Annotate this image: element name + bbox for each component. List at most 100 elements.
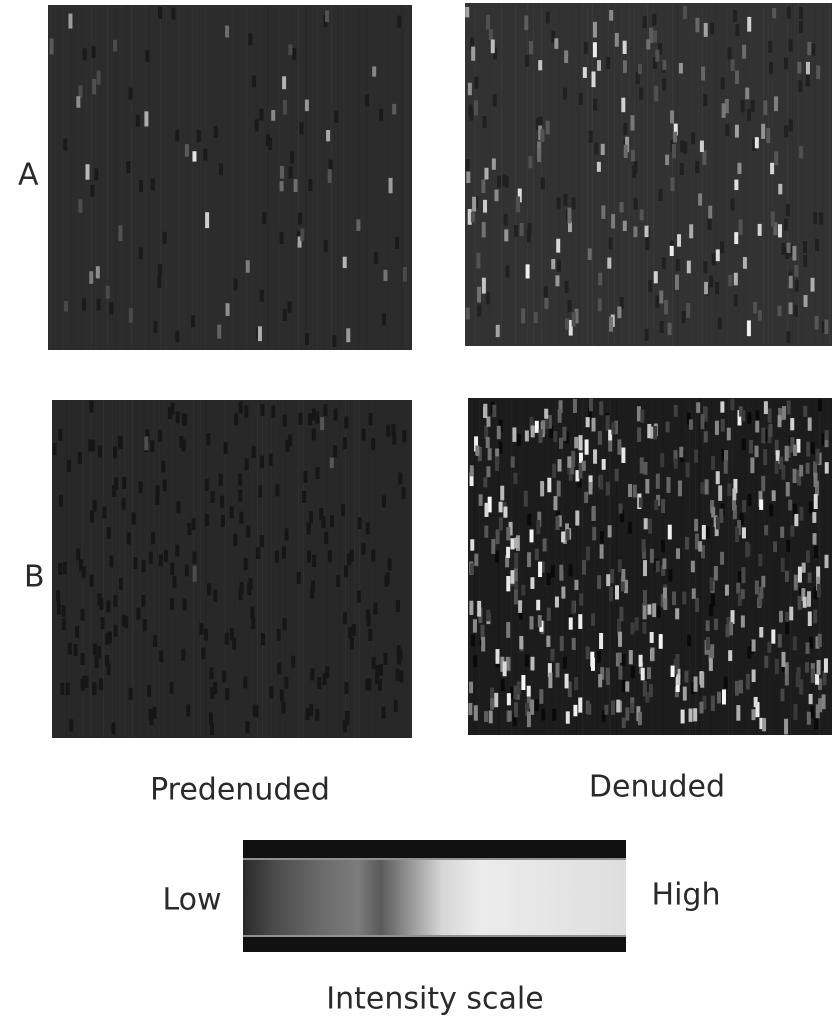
bright-spot [667, 524, 672, 540]
stripe [147, 400, 149, 738]
dark-spot [89, 510, 94, 523]
dark-spot [687, 634, 692, 647]
dark-spot [733, 294, 738, 307]
dark-spot [323, 240, 328, 253]
stripe [764, 398, 766, 735]
dark-spot [251, 446, 256, 459]
dark-spot [302, 491, 307, 504]
bright-spot [816, 566, 821, 582]
dark-spot [334, 110, 339, 123]
dark-spot [238, 473, 243, 486]
dark-spot [157, 276, 162, 289]
stripe [772, 3, 774, 346]
dark-spot [588, 407, 593, 420]
stripe [71, 400, 73, 738]
dark-spot [642, 16, 647, 29]
dark-spot [138, 247, 143, 260]
stripe [50, 5, 52, 350]
dark-spot [61, 605, 66, 618]
dark-spot [703, 94, 708, 107]
dark-spot [56, 590, 61, 603]
dark-spot [497, 175, 502, 188]
dark-spot [238, 401, 243, 414]
bright-spot [716, 691, 721, 704]
bright-spot [619, 202, 624, 213]
stripe [576, 398, 578, 735]
bright-spot [300, 228, 305, 241]
dark-spot [810, 705, 815, 718]
bright-spot [726, 616, 731, 628]
stripe [260, 5, 262, 350]
dark-spot [135, 114, 140, 127]
bright-spot [732, 488, 737, 501]
dark-spot [94, 656, 99, 669]
stripe [743, 3, 745, 346]
bright-spot [578, 452, 583, 467]
bright-spot [567, 681, 572, 698]
dark-spot [184, 564, 189, 577]
dark-spot [81, 566, 86, 579]
stripe [131, 5, 133, 350]
dark-spot [785, 204, 790, 217]
stripe [371, 5, 373, 350]
dark-spot [147, 684, 152, 697]
stripe [515, 3, 517, 346]
dark-spot [175, 411, 180, 424]
bright-spot [705, 637, 710, 651]
bright-spot [702, 695, 707, 710]
dark-spot [495, 550, 500, 563]
bright-spot [761, 575, 766, 588]
bright-spot [481, 222, 486, 238]
bright-spot [803, 295, 808, 307]
dark-spot [474, 196, 479, 209]
dark-spot [172, 575, 177, 588]
stripe [689, 398, 691, 735]
stripe [366, 5, 368, 350]
bright-spot [606, 574, 611, 587]
bright-spot [587, 703, 592, 715]
bright-spot [735, 527, 740, 541]
dark-spot [251, 75, 256, 88]
stripe [616, 398, 618, 735]
bright-spot [588, 475, 593, 489]
bright-spot [763, 401, 768, 415]
bright-spot [694, 518, 699, 532]
bright-spot [799, 146, 804, 159]
bright-spot [703, 22, 708, 37]
stripe [271, 400, 273, 738]
dark-spot [126, 160, 131, 173]
bright-spot [620, 576, 625, 592]
dark-spot [564, 281, 569, 294]
dark-spot [813, 211, 818, 224]
stripe [171, 5, 173, 350]
bright-spot [555, 516, 560, 531]
bright-spot [696, 402, 701, 413]
dark-spot [799, 587, 804, 600]
bright-spot [327, 169, 332, 183]
dark-spot [365, 522, 370, 535]
dark-spot [112, 484, 117, 497]
dark-spot [97, 593, 102, 606]
bright-spot [637, 63, 642, 75]
dark-spot [644, 328, 649, 341]
dark-spot [210, 491, 215, 504]
stripe [787, 3, 789, 346]
bright-spot [655, 560, 660, 573]
bright-spot [763, 100, 768, 116]
dark-spot [596, 650, 601, 663]
bright-spot [797, 595, 802, 610]
dark-spot [347, 553, 352, 566]
stripe [533, 398, 535, 735]
bright-spot [320, 417, 325, 431]
bright-spot [650, 426, 655, 439]
bright-spot [546, 635, 551, 647]
bright-spot [599, 474, 604, 490]
bright-spot [759, 499, 764, 510]
bright-spot [525, 702, 530, 717]
bright-spot [588, 481, 593, 495]
stripe [350, 400, 352, 738]
dark-spot [298, 212, 303, 225]
dark-spot [348, 627, 353, 640]
dark-spot [162, 231, 167, 244]
stripe [298, 5, 300, 350]
